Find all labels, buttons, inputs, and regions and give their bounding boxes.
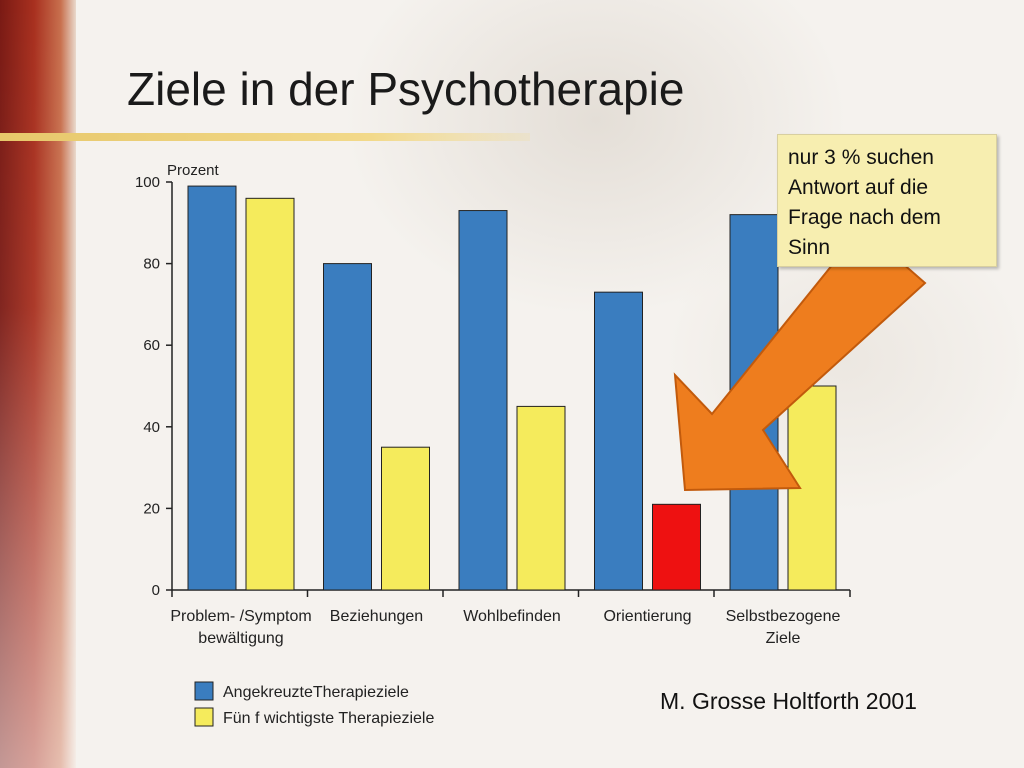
bar	[245, 197, 295, 591]
bar	[516, 405, 566, 591]
bar	[594, 291, 643, 591]
legend-swatch	[194, 707, 214, 727]
y-tick-label: 60	[143, 337, 160, 354]
bar	[187, 185, 237, 591]
category-label: Ziele	[766, 630, 801, 647]
chart-legend: AngekreuzteTherapieziele Fün f wichtigste…	[194, 681, 434, 727]
category-label: bewältigung	[198, 630, 283, 647]
category-label: Problem- /Symptom	[170, 608, 311, 625]
y-axis-label: Prozent	[167, 162, 220, 179]
y-tick-label: 100	[135, 174, 160, 191]
legend-swatch	[194, 681, 214, 701]
bar	[458, 210, 508, 591]
y-tick-label: 0	[152, 582, 160, 599]
title-underline	[0, 133, 530, 141]
bar	[652, 503, 701, 591]
category-label: Selbstbezogene	[726, 608, 841, 625]
chart-category-labels: Problem- /Symptom bewältigung Beziehungen W…	[170, 608, 840, 647]
category-label: Wohlbefinden	[463, 608, 561, 625]
citation: M. Grosse Holtforth 2001	[660, 688, 917, 714]
category-label: Beziehungen	[330, 608, 423, 625]
slide-background-left-band	[0, 0, 76, 768]
arrow-shape	[673, 226, 927, 492]
bar	[381, 446, 430, 591]
y-tick-label: 40	[143, 419, 160, 436]
legend-label: AngekreuzteTherapieziele	[223, 684, 409, 701]
y-tick-label: 20	[143, 500, 160, 517]
legend-label: Fün f wichtigste Therapieziele	[223, 710, 434, 727]
arrow-icon	[673, 226, 927, 492]
bar	[323, 263, 372, 591]
category-label: Orientierung	[603, 608, 691, 625]
chart-bars	[187, 185, 837, 591]
slide-title: Ziele in der Psychotherapie	[127, 63, 685, 115]
callout-box: nur 3 % suchen Antwort auf die Frage nac…	[777, 134, 997, 267]
y-tick-label: 80	[143, 256, 160, 273]
